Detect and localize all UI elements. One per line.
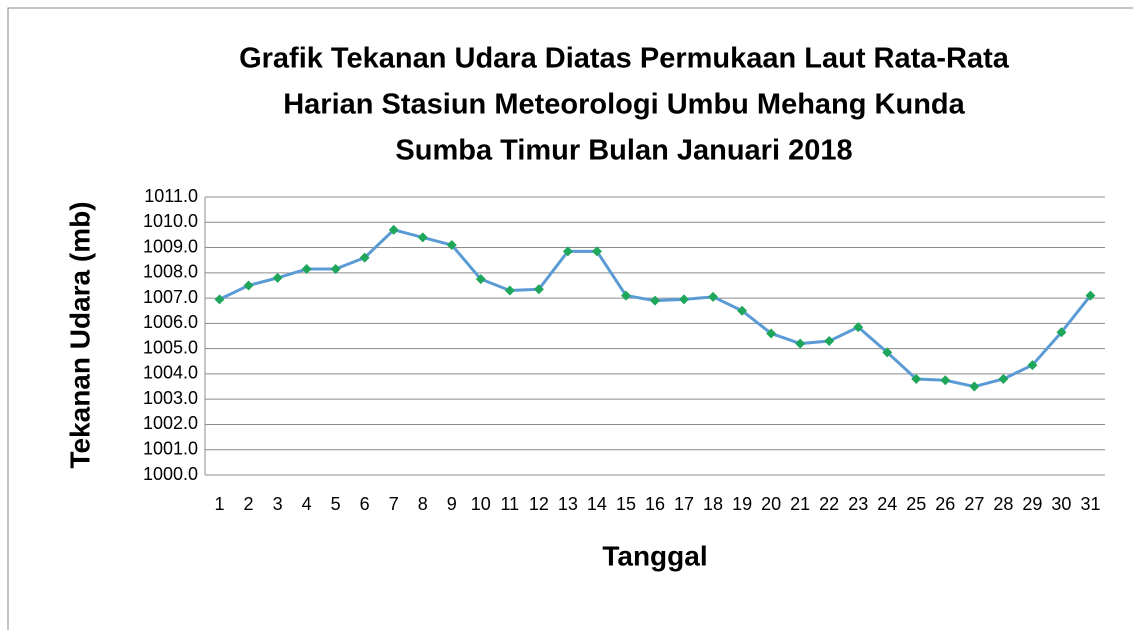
point-marker bbox=[417, 232, 428, 243]
point-marker bbox=[911, 373, 922, 384]
x-tick-label: 13 bbox=[558, 494, 578, 514]
point-marker bbox=[853, 322, 864, 333]
x-tick-label: 21 bbox=[790, 494, 810, 514]
point-marker bbox=[737, 305, 748, 316]
point-marker bbox=[1085, 290, 1096, 301]
point-marker bbox=[330, 264, 341, 275]
point-marker bbox=[533, 284, 544, 295]
x-tick-label: 28 bbox=[993, 494, 1013, 514]
point-marker bbox=[388, 224, 399, 235]
point-marker bbox=[650, 295, 660, 306]
y-tick-label: 1008.0 bbox=[143, 262, 198, 282]
x-tick-label: 11 bbox=[500, 494, 519, 514]
point-marker bbox=[475, 274, 486, 285]
point-marker bbox=[620, 290, 631, 301]
x-tick-label: 17 bbox=[674, 494, 694, 514]
x-tick-label: 9 bbox=[447, 494, 457, 514]
point-marker bbox=[824, 336, 835, 347]
x-tick-label: 23 bbox=[848, 494, 868, 514]
x-axis-title: Tanggal bbox=[602, 540, 707, 571]
chart-title: Sumba Timur Bulan Januari 2018 bbox=[395, 135, 852, 167]
x-tick-label: 8 bbox=[418, 494, 428, 514]
x-tick-label: 31 bbox=[1080, 494, 1100, 514]
point-marker bbox=[272, 272, 283, 283]
point-marker bbox=[766, 328, 777, 339]
point-marker bbox=[969, 381, 980, 392]
point-marker bbox=[591, 246, 602, 257]
x-tick-label: 29 bbox=[1022, 494, 1042, 514]
chart-title: Grafik Tekanan Udara Diatas Permukaan La… bbox=[239, 43, 1010, 75]
point-marker bbox=[243, 280, 254, 291]
x-tick-label: 6 bbox=[360, 494, 370, 514]
point-marker bbox=[1027, 360, 1038, 371]
y-axis-title: Tekanan Udara (mb) bbox=[64, 201, 95, 468]
point-marker bbox=[1056, 327, 1067, 338]
x-tick-label: 18 bbox=[703, 494, 723, 514]
y-tick-label: 1000.0 bbox=[143, 464, 198, 484]
x-tick-label: 20 bbox=[761, 494, 781, 514]
y-tick-label: 1010.0 bbox=[143, 211, 198, 231]
x-tick-label: 4 bbox=[302, 494, 312, 514]
point-marker bbox=[214, 294, 225, 305]
chart-frame bbox=[7, 7, 1133, 630]
x-tick-label: 27 bbox=[964, 494, 984, 514]
chart-title: Harian Stasiun Meteorologi Umbu Mehang K… bbox=[283, 89, 965, 121]
x-tick-label: 30 bbox=[1051, 494, 1071, 514]
point-marker bbox=[504, 285, 515, 296]
point-marker bbox=[301, 264, 312, 275]
x-tick-label: 2 bbox=[244, 494, 254, 514]
x-tick-label: 14 bbox=[587, 494, 607, 514]
point-marker bbox=[940, 375, 951, 386]
x-tick-label: 12 bbox=[529, 494, 549, 514]
x-tick-label: 3 bbox=[273, 494, 283, 514]
y-tick-label: 1006.0 bbox=[143, 312, 198, 332]
y-tick-label: 1011.0 bbox=[144, 186, 198, 206]
point-marker bbox=[446, 240, 457, 251]
x-tick-label: 1 bbox=[215, 494, 225, 514]
point-marker bbox=[562, 246, 573, 257]
point-marker bbox=[882, 347, 893, 358]
x-tick-label: 16 bbox=[645, 494, 665, 514]
x-tick-label: 5 bbox=[331, 494, 341, 514]
x-tick-label: 19 bbox=[732, 494, 752, 514]
x-tick-label: 22 bbox=[819, 494, 839, 514]
y-tick-label: 1005.0 bbox=[143, 337, 198, 357]
x-tick-label: 15 bbox=[616, 494, 636, 514]
x-tick-label: 25 bbox=[906, 494, 926, 514]
y-tick-label: 1004.0 bbox=[143, 363, 198, 383]
point-marker bbox=[708, 291, 719, 302]
point-marker bbox=[679, 294, 690, 305]
y-tick-label: 1009.0 bbox=[143, 236, 198, 256]
point-marker bbox=[359, 252, 370, 263]
y-tick-label: 1003.0 bbox=[143, 388, 198, 408]
x-tick-label: 10 bbox=[471, 494, 491, 514]
point-marker bbox=[795, 338, 806, 349]
y-tick-label: 1007.0 bbox=[143, 287, 198, 307]
y-tick-label: 1002.0 bbox=[143, 413, 198, 433]
point-marker bbox=[998, 373, 1009, 384]
x-tick-label: 24 bbox=[877, 494, 897, 514]
y-tick-label: 1001.0 bbox=[143, 438, 198, 458]
x-tick-label: 7 bbox=[389, 494, 399, 514]
x-tick-label: 26 bbox=[935, 494, 955, 514]
